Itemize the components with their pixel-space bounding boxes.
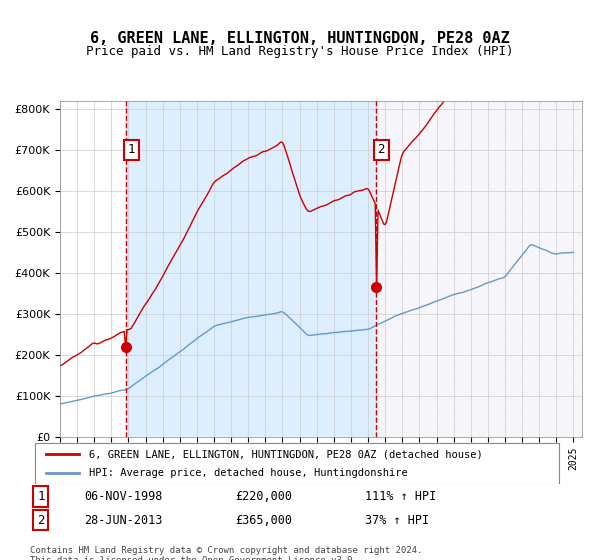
Text: £220,000: £220,000 [235,490,292,503]
Text: HPI: Average price, detached house, Huntingdonshire: HPI: Average price, detached house, Hunt… [89,468,408,478]
Text: 28-JUN-2013: 28-JUN-2013 [84,514,163,526]
Text: 6, GREEN LANE, ELLINGTON, HUNTINGDON, PE28 0AZ: 6, GREEN LANE, ELLINGTON, HUNTINGDON, PE… [90,31,510,46]
Text: Contains HM Land Registry data © Crown copyright and database right 2024.
This d: Contains HM Land Registry data © Crown c… [30,546,422,560]
Text: 06-NOV-1998: 06-NOV-1998 [84,490,163,503]
Text: 111% ↑ HPI: 111% ↑ HPI [365,490,436,503]
Text: 2: 2 [37,514,44,526]
Bar [125,101,376,437]
Text: 37% ↑ HPI: 37% ↑ HPI [365,514,429,526]
Text: Price paid vs. HM Land Registry's House Price Index (HPI): Price paid vs. HM Land Registry's House … [86,45,514,58]
Bar [376,101,582,437]
Text: 6, GREEN LANE, ELLINGTON, HUNTINGDON, PE28 0AZ (detached house): 6, GREEN LANE, ELLINGTON, HUNTINGDON, PE… [89,449,483,459]
Text: £365,000: £365,000 [235,514,292,526]
FancyBboxPatch shape [35,444,559,483]
Text: 1: 1 [37,490,44,503]
Text: 2: 2 [377,143,385,156]
Text: 1: 1 [127,143,135,156]
